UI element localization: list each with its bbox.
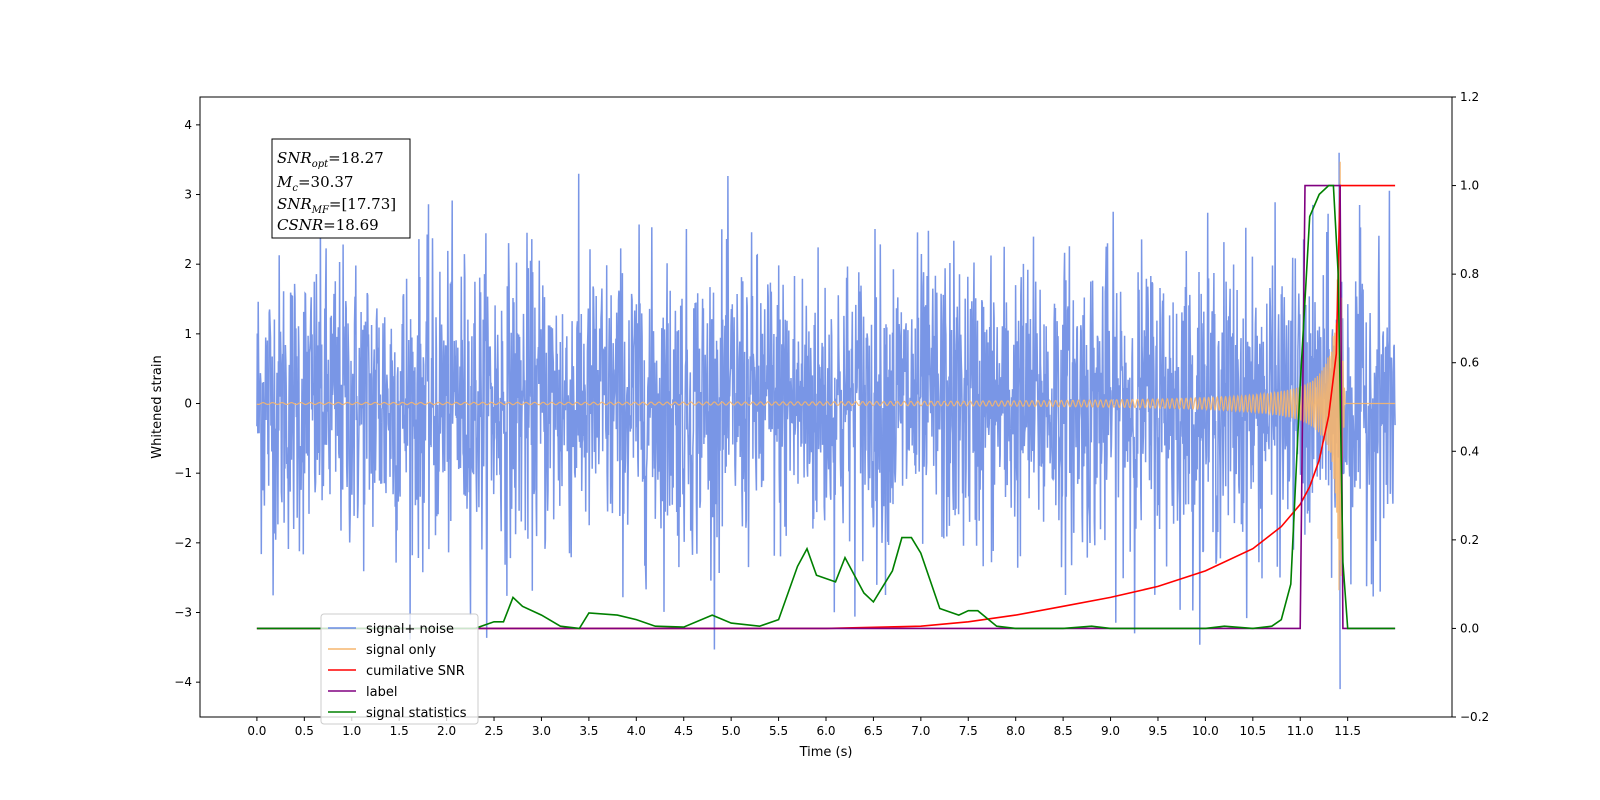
y-right-tick-label: 0.4	[1460, 444, 1479, 458]
x-tick-label: 11.0	[1287, 724, 1314, 738]
y-left-tick-label: 2	[184, 257, 192, 271]
legend-entry: signal+ noise	[366, 622, 454, 637]
x-tick-label: 8.5	[1054, 724, 1073, 738]
series-signal-only	[256, 161, 1396, 591]
y-right-tick-label: 0.2	[1460, 533, 1479, 547]
y-left-tick-label: −2	[174, 536, 192, 550]
annotation-snr-mf: SNRMF=[17.73]	[277, 195, 396, 216]
y-left-tick-label: 0	[184, 397, 192, 411]
annotation-mc: Mc=30.37	[276, 173, 353, 194]
x-tick-label: 1.0	[342, 724, 361, 738]
y-right-tick-label: 0.0	[1460, 621, 1479, 635]
y-right-tick-label: 0.8	[1460, 267, 1479, 281]
legend-entry: label	[366, 685, 397, 700]
series-statistics	[256, 184, 1396, 630]
x-tick-label: 2.5	[484, 724, 503, 738]
x-tick-label: 6.5	[864, 724, 883, 738]
x-tick-label: 10.5	[1239, 724, 1266, 738]
x-tick-label: 9.0	[1101, 724, 1120, 738]
y-right-tick-label: −0.2	[1460, 710, 1489, 724]
x-axis: 0.0 0.5 1.0 1.5 2.0 2.5 3.0 3.5 4.0 4.5 5.0 5.5 6.0 6…	[247, 717, 1361, 738]
y-left-tick-label: −3	[174, 606, 192, 620]
annotation-box: SNRopt=18.27 Mc=30.37 SNRMF=[17.73] CSNR…	[271, 138, 411, 239]
x-tick-label: 7.5	[959, 724, 978, 738]
y-left-tick-label: 3	[184, 188, 192, 202]
x-tick-label: 4.0	[627, 724, 646, 738]
annotation-snr-opt: SNRopt=18.27	[277, 149, 384, 170]
x-tick-label: 5.0	[722, 724, 741, 738]
series-layer	[256, 152, 1396, 690]
series-cumulative-snr	[256, 184, 1396, 630]
y-left-tick-label: 4	[184, 118, 192, 132]
x-axis-label: Time (s)	[799, 745, 853, 760]
x-tick-label: 10.0	[1192, 724, 1219, 738]
x-tick-label: 6.0	[816, 724, 835, 738]
x-tick-label: 8.0	[1006, 724, 1025, 738]
legend-entry: signal only	[366, 643, 436, 658]
x-tick-label: 11.5	[1334, 724, 1361, 738]
x-tick-label: 2.0	[437, 724, 456, 738]
legend-entry: cumilative SNR	[366, 664, 465, 679]
x-tick-label: 0.5	[295, 724, 314, 738]
y-right-tick-label: 0.6	[1460, 356, 1479, 370]
x-tick-label: 7.0	[911, 724, 930, 738]
x-tick-label: 9.5	[1148, 724, 1167, 738]
x-tick-label: 4.5	[674, 724, 693, 738]
legend-entry: signal statistics	[366, 706, 467, 721]
y-axis-right: 1.2 1.0 0.8 0.6 0.4 0.2 0.0 −0.2	[1452, 90, 1489, 724]
y-left-tick-label: 1	[184, 327, 192, 341]
x-tick-label: 1.5	[390, 724, 409, 738]
x-tick-label: 5.5	[769, 724, 788, 738]
x-tick-label: 3.5	[579, 724, 598, 738]
x-tick-label: 0.0	[247, 724, 266, 738]
x-tick-label: 3.0	[532, 724, 551, 738]
annotation-csnr: CSNR=18.69	[277, 216, 379, 234]
y-right-tick-label: 1.2	[1460, 90, 1479, 104]
y-right-tick-label: 1.0	[1460, 179, 1479, 193]
y-axis-left: 4 3 2 1 0 −1 −2 −3 −4	[174, 118, 200, 689]
y-left-tick-label: −1	[174, 466, 192, 480]
legend: signal+ noise signal only cumilative SNR la…	[320, 613, 479, 725]
y-axis-left-label: Whitened strain	[150, 355, 165, 458]
y-left-tick-label: −4	[174, 675, 192, 689]
